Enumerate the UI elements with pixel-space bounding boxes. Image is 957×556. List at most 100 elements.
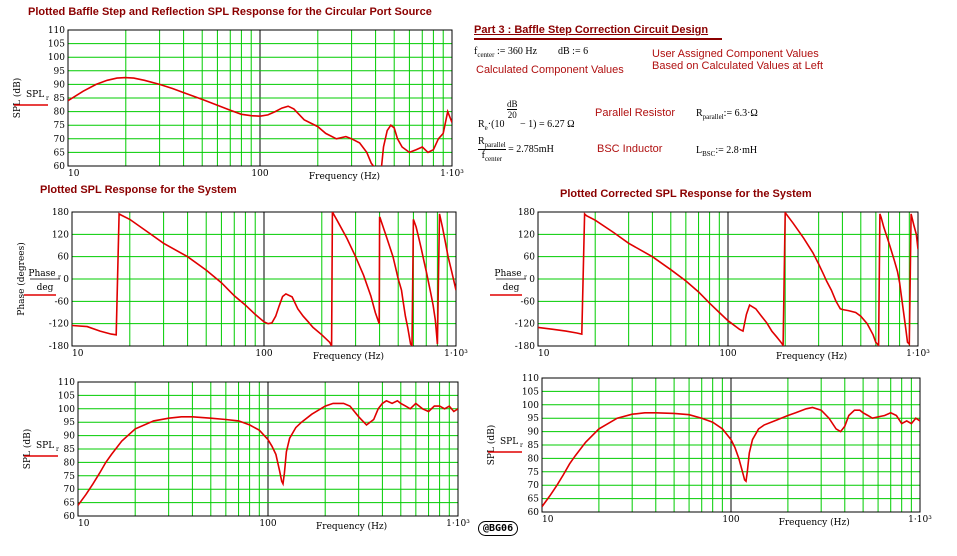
y-tick-label: -180 xyxy=(49,342,69,352)
y-tick-label: 110 xyxy=(48,26,65,36)
plot-frame xyxy=(77,381,459,517)
x-axis-label: Frequency (Hz) xyxy=(313,351,384,362)
x-tick-label: 10 xyxy=(72,349,84,359)
legend-subscript: r xyxy=(46,95,49,102)
legend-subscript: r xyxy=(58,274,61,281)
legend-denominator: deg xyxy=(37,283,54,293)
y-tick-label: 105 xyxy=(522,387,539,397)
inductor-equation: Rparallel fcenter = 2.785mH xyxy=(478,136,554,163)
y-tick-label: -120 xyxy=(49,320,69,330)
part3-heading: Part 3 : Baffle Step Correction Circuit … xyxy=(474,24,709,36)
y-tick-label: 100 xyxy=(58,405,75,415)
series-line xyxy=(68,76,452,166)
y-tick-label: 0 xyxy=(529,275,535,285)
y-tick-label: 110 xyxy=(522,374,539,384)
x-tick-label: 1·10³ xyxy=(446,519,470,529)
x-tick-label: 100 xyxy=(719,349,736,359)
bsc-inductor-label: BSC Inductor xyxy=(597,143,663,155)
y-tick-label: 60 xyxy=(64,512,76,522)
y-tick-label: 65 xyxy=(64,499,76,509)
y-tick-label: 180 xyxy=(518,208,535,218)
y-tick-label: 60 xyxy=(524,253,536,263)
y-tick-label: 100 xyxy=(522,401,539,411)
series-line xyxy=(78,399,458,506)
y-tick-label: 80 xyxy=(528,454,540,464)
x-tick-label: 100 xyxy=(251,169,268,179)
author-badge: @BG06 xyxy=(478,521,519,536)
series-line xyxy=(72,212,456,346)
y-tick-label: 110 xyxy=(58,378,75,388)
parallel-resistor-label: Parallel Resistor xyxy=(595,107,676,119)
series-line xyxy=(542,406,920,508)
y-tick-label: 90 xyxy=(54,80,66,90)
y-tick-label: 85 xyxy=(54,94,66,104)
y-tick-label: 85 xyxy=(528,441,540,451)
y-tick-label: 95 xyxy=(64,418,76,428)
x-tick-label: 10 xyxy=(78,519,90,529)
y-tick-label: 90 xyxy=(528,428,540,438)
x-tick-label: 1·10³ xyxy=(440,169,464,179)
legend-label: SPL xyxy=(500,437,518,447)
y-tick-label: 95 xyxy=(54,67,66,77)
legend-label: SPL xyxy=(26,90,44,100)
legend-denominator: deg xyxy=(503,283,520,293)
y-tick-label: 70 xyxy=(64,485,76,495)
y-tick-label: 70 xyxy=(528,481,540,491)
db-definition: dB := 6 xyxy=(558,46,589,57)
y-tick-label: -60 xyxy=(521,297,536,307)
y-tick-label: 75 xyxy=(528,468,540,478)
legend-subscript: r xyxy=(524,274,527,281)
y-tick-label: -120 xyxy=(515,320,535,330)
y-tick-label: 65 xyxy=(528,495,540,505)
y-tick-label: -180 xyxy=(515,342,535,352)
y-tick-label: 75 xyxy=(64,472,76,482)
x-axis-label: Frequency (Hz) xyxy=(316,521,387,532)
y-axis-label: SPL (dB) xyxy=(486,425,497,465)
y-tick-label: 120 xyxy=(518,230,535,240)
x-axis-label: Frequency (Hz) xyxy=(309,171,380,182)
y-tick-label: 100 xyxy=(48,53,65,63)
y-tick-label: 90 xyxy=(64,432,76,442)
y-tick-label: 95 xyxy=(528,414,540,424)
x-tick-label: 10 xyxy=(68,169,80,179)
legend-subscript: r xyxy=(520,442,523,449)
y-tick-label: 60 xyxy=(58,253,70,263)
part3-underline xyxy=(474,38,722,40)
calculated-values-label: Calculated Component Values xyxy=(476,64,624,76)
x-tick-label: 10 xyxy=(538,349,550,359)
user-assigned-line2: Based on Calculated Values at Left xyxy=(652,60,824,72)
left-section-title: Plotted SPL Response for the System xyxy=(40,184,237,196)
y-tick-label: 120 xyxy=(52,230,69,240)
y-axis-label: Phase (degrees) xyxy=(16,242,27,315)
fcenter-definition: fcenter := 360 Hz xyxy=(474,46,538,59)
plot-frame xyxy=(67,29,453,167)
x-axis-label: Frequency (Hz) xyxy=(779,517,850,528)
lbsc-assignment: LBSC:= 2.8·mH xyxy=(696,145,758,158)
x-tick-label: 100 xyxy=(722,515,739,525)
y-tick-label: 60 xyxy=(528,508,540,518)
y-axis-label: SPL (dB) xyxy=(12,78,23,118)
y-tick-label: 105 xyxy=(48,40,65,50)
y-tick-label: 65 xyxy=(54,148,66,158)
rparallel-assignment: Rparallel:= 6.3·Ω xyxy=(696,108,758,121)
re-equation: Re·(10 dB 20 − 1) = 6.27 Ω xyxy=(478,99,575,132)
legend-label: Phase xyxy=(494,269,521,279)
y-tick-label: -60 xyxy=(55,297,70,307)
x-tick-label: 1·10³ xyxy=(908,515,932,525)
y-tick-label: 75 xyxy=(54,121,66,131)
series-line xyxy=(538,212,918,346)
x-tick-label: 1·10³ xyxy=(444,349,468,359)
user-assigned-line1: User Assigned Component Values xyxy=(652,48,819,60)
y-tick-label: 105 xyxy=(58,391,75,401)
plot-frame xyxy=(541,377,921,513)
plot-frame xyxy=(71,211,457,347)
x-tick-label: 1·10³ xyxy=(906,349,930,359)
y-tick-label: 60 xyxy=(54,162,66,172)
plot-frame xyxy=(537,211,919,347)
y-tick-label: 85 xyxy=(64,445,76,455)
y-tick-label: 180 xyxy=(52,208,69,218)
